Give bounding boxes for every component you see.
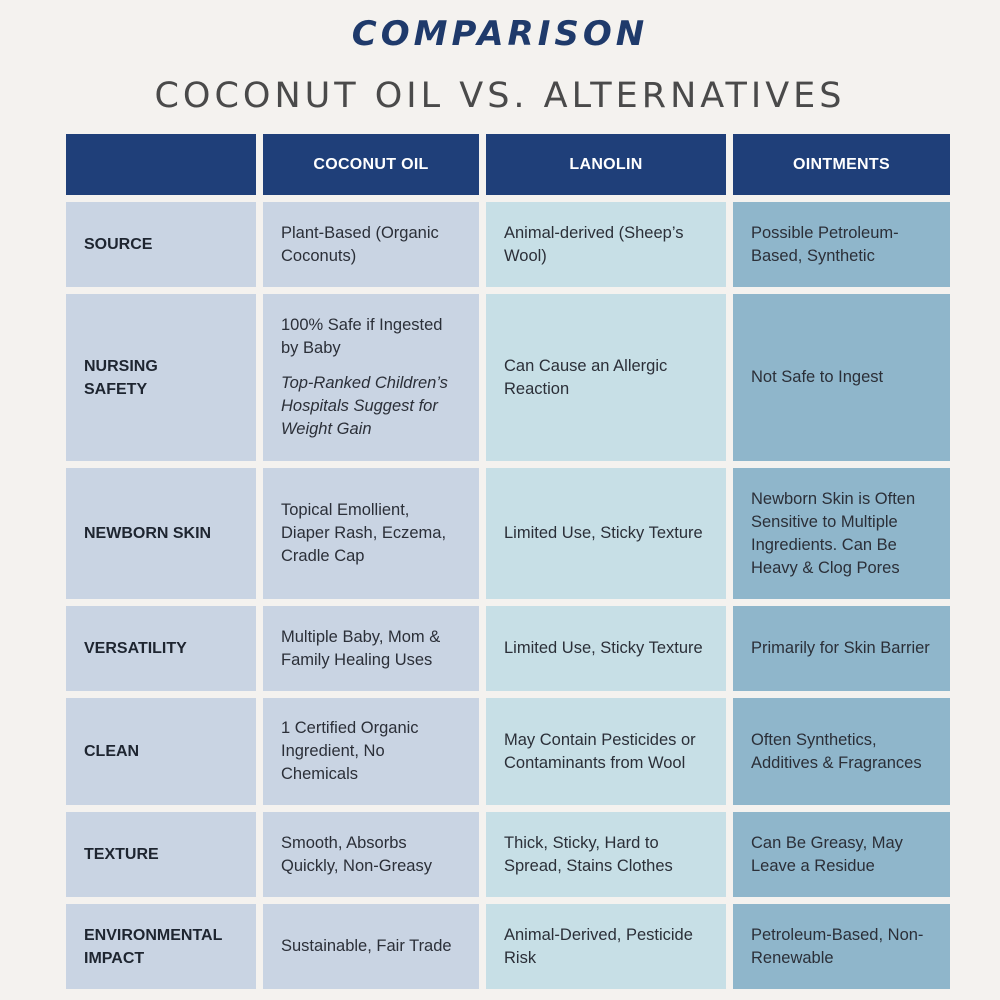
cell-lanolin-environmental-impact: Animal-Derived, Pesticide Risk	[486, 904, 726, 989]
comparison-table: COCONUT OIL LANOLIN OINTMENTS SOURCE Pla…	[66, 134, 950, 989]
row-label-versatility: VERSATILITY	[66, 606, 256, 691]
cell-ointments-clean: Often Synthetics, Additives & Fragrances	[733, 698, 950, 805]
cell-ointments-versatility: Primarily for Skin Barrier	[733, 606, 950, 691]
column-header-lanolin: LANOLIN	[486, 134, 726, 195]
cell-text: 100% Safe if Ingested by Baby	[281, 316, 443, 357]
row-label-environmental-impact: ENVIRONMENTAL IMPACT	[66, 904, 256, 989]
row-label-text: ENVIRONMENTAL IMPACT	[84, 926, 223, 967]
column-header-coconut-oil: COCONUT OIL	[263, 134, 479, 195]
cell-lanolin-clean: May Contain Pesticides or Contaminants f…	[486, 698, 726, 805]
row-label-source: SOURCE	[66, 202, 256, 287]
cell-ointments-newborn-skin: Newborn Skin is Often Sensitive to Multi…	[733, 468, 950, 599]
row-label-text: NURSING SAFETY	[84, 357, 158, 398]
cell-lanolin-source: Animal-derived (Sheep’s Wool)	[486, 202, 726, 287]
cell-ointments-nursing-safety: Not Safe to Ingest	[733, 294, 950, 461]
cell-lanolin-texture: Thick, Sticky, Hard to Spread, Stains Cl…	[486, 812, 726, 897]
cell-ointments-texture: Can Be Greasy, May Leave a Residue	[733, 812, 950, 897]
cell-coconut-source: Plant-Based (Organic Coconuts)	[263, 202, 479, 287]
row-label-newborn-skin: NEWBORN SKIN	[66, 468, 256, 599]
cell-ointments-source: Possible Petroleum-Based, Synthetic	[733, 202, 950, 287]
page-title: COCONUT OIL VS. ALTERNATIVES	[154, 76, 846, 116]
cell-note: Top-Ranked Children’s Hospitals Suggest …	[281, 374, 448, 438]
cell-coconut-environmental-impact: Sustainable, Fair Trade	[263, 904, 479, 989]
cell-lanolin-newborn-skin: Limited Use, Sticky Texture	[486, 468, 726, 599]
cell-coconut-clean: 1 Certified Organic Ingredient, No Chemi…	[263, 698, 479, 805]
cell-coconut-newborn-skin: Topical Emollient, Diaper Rash, Eczema, …	[263, 468, 479, 599]
row-label-texture: TEXTURE	[66, 812, 256, 897]
cell-coconut-nursing-safety: 100% Safe if Ingested by Baby Top-Ranked…	[263, 294, 479, 461]
row-label-nursing-safety: NURSING SAFETY	[66, 294, 256, 461]
cell-coconut-texture: Smooth, Absorbs Quickly, Non-Greasy	[263, 812, 479, 897]
cell-lanolin-nursing-safety: Can Cause an Allergic Reaction	[486, 294, 726, 461]
column-header-ointments: OINTMENTS	[733, 134, 950, 195]
comparison-kicker: COMPARISON	[351, 14, 649, 54]
cell-ointments-environmental-impact: Petroleum-Based, Non-Renewable	[733, 904, 950, 989]
row-label-clean: CLEAN	[66, 698, 256, 805]
cell-coconut-versatility: Multiple Baby, Mom & Family Healing Uses	[263, 606, 479, 691]
cell-lanolin-versatility: Limited Use, Sticky Texture	[486, 606, 726, 691]
column-header-empty	[66, 134, 256, 195]
